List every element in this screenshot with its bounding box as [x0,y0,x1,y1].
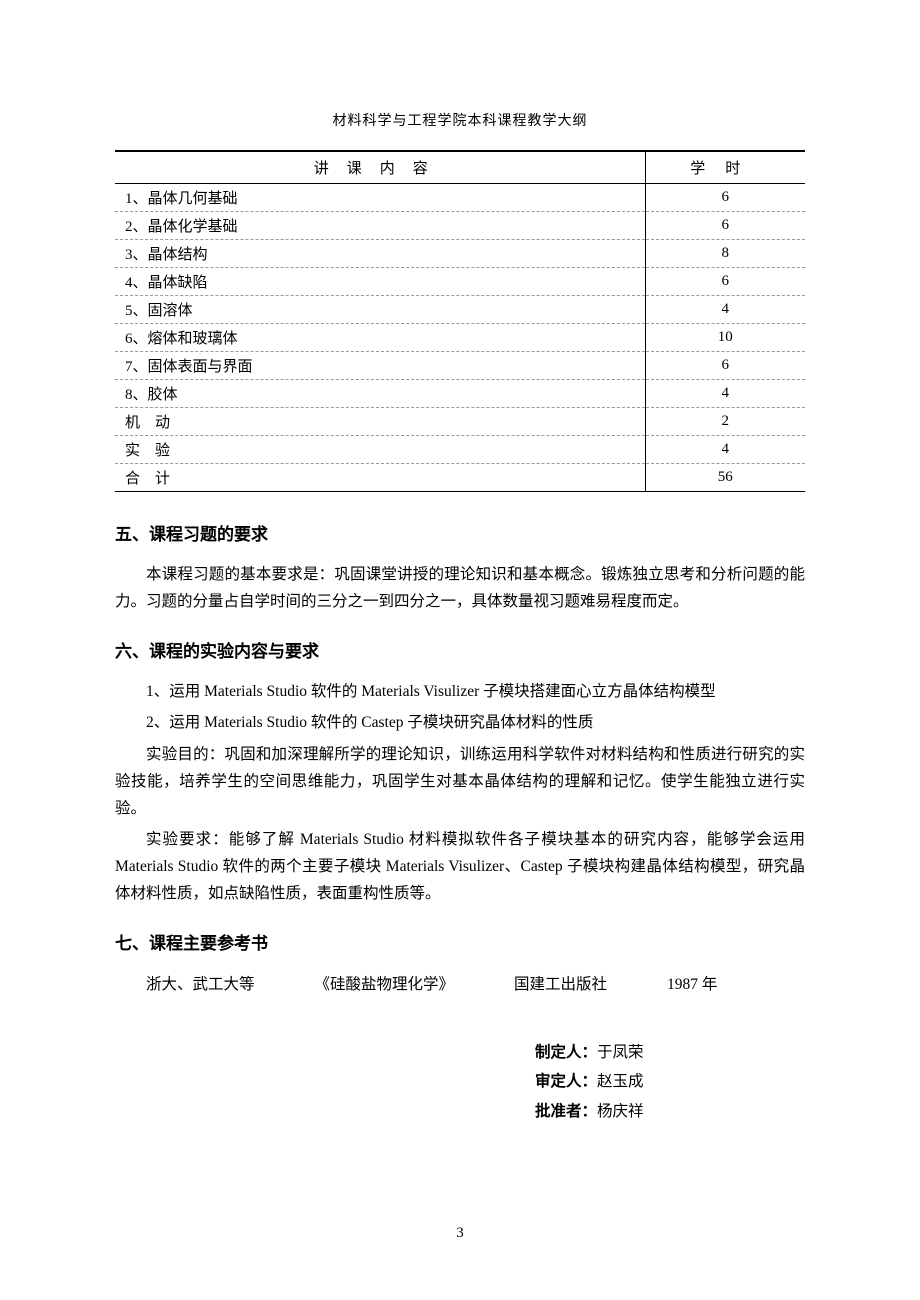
topic-cell: 5、固溶体 [115,296,645,324]
signature-creator: 制定人： 于凤荣 [535,1038,805,1067]
topic-cell: 1、晶体几何基础 [115,184,645,212]
table-row: 5、固溶体4 [115,296,805,324]
section6-p1: 1、运用 Materials Studio 软件的 Materials Visu… [115,678,805,705]
topic-cell: 实 验 [115,436,645,464]
section5-heading: 五、课程习题的要求 [115,520,805,545]
section6-heading: 六、课程的实验内容与要求 [115,637,805,662]
ref-publisher: 国建工出版社 [514,970,607,999]
hours-cell: 10 [645,324,805,352]
sig-label: 批准者： [535,1097,597,1126]
hours-cell: 8 [645,240,805,268]
course-hours-table: 讲课内容 学时 1、晶体几何基础6 2、晶体化学基础6 3、晶体结构8 4、晶体… [115,150,805,492]
table-row: 3、晶体结构8 [115,240,805,268]
table-row: 1、晶体几何基础6 [115,184,805,212]
hours-cell: 6 [645,184,805,212]
table-row: 实 验4 [115,436,805,464]
section7-heading: 七、课程主要参考书 [115,929,805,954]
table-row: 2、晶体化学基础6 [115,212,805,240]
hours-cell: 6 [645,268,805,296]
topic-cell: 6、熔体和玻璃体 [115,324,645,352]
section6-p2: 2、运用 Materials Studio 软件的 Castep 子模块研究晶体… [115,709,805,736]
signatures-block: 制定人： 于凤荣 审定人： 赵玉成 批准者： 杨庆祥 [115,1038,805,1126]
topic-cell: 2、晶体化学基础 [115,212,645,240]
table-row: 8、胶体4 [115,380,805,408]
topic-cell: 8、胶体 [115,380,645,408]
topic-cell: 3、晶体结构 [115,240,645,268]
ref-year: 1987 年 [667,970,717,999]
table-row: 7、固体表面与界面6 [115,352,805,380]
signature-approver: 批准者： 杨庆祥 [535,1097,805,1126]
sig-name: 赵玉成 [597,1067,644,1096]
table-row: 机 动2 [115,408,805,436]
hours-cell: 2 [645,408,805,436]
section5-p1: 本课程习题的基本要求是：巩固课堂讲授的理论知识和基本概念。锻炼独立思考和分析问题… [115,561,805,615]
hours-cell: 4 [645,436,805,464]
section6-p3: 实验目的：巩固和加深理解所学的理论知识，训练运用科学软件对材料结构和性质进行研究… [115,741,805,822]
signature-reviewer: 审定人： 赵玉成 [535,1067,805,1096]
table-header-hours: 学时 [645,151,805,184]
hours-cell: 56 [645,464,805,492]
sig-label: 审定人： [535,1067,597,1096]
reference-row: 浙大、武工大等 《硅酸盐物理化学》 国建工出版社 1987 年 [115,970,805,999]
section6-p4: 实验要求：能够了解 Materials Studio 材料模拟软件各子模块基本的… [115,826,805,907]
sig-name: 杨庆祥 [597,1097,644,1126]
hours-cell: 6 [645,352,805,380]
topic-cell: 合 计 [115,464,645,492]
table-row: 4、晶体缺陷6 [115,268,805,296]
page-header: 材料科学与工程学院本科课程教学大纲 [115,110,805,130]
ref-author: 浙大、武工大等 [146,970,255,999]
ref-title: 《硅酸盐物理化学》 [315,970,455,999]
topic-cell: 4、晶体缺陷 [115,268,645,296]
hours-cell: 4 [645,296,805,324]
hours-cell: 6 [645,212,805,240]
page-number: 3 [0,1225,920,1242]
table-row: 合 计56 [115,464,805,492]
topic-cell: 7、固体表面与界面 [115,352,645,380]
table-row: 6、熔体和玻璃体10 [115,324,805,352]
table-header-topic: 讲课内容 [115,151,645,184]
topic-cell: 机 动 [115,408,645,436]
hours-cell: 4 [645,380,805,408]
sig-name: 于凤荣 [597,1038,644,1067]
sig-label: 制定人： [535,1038,597,1067]
